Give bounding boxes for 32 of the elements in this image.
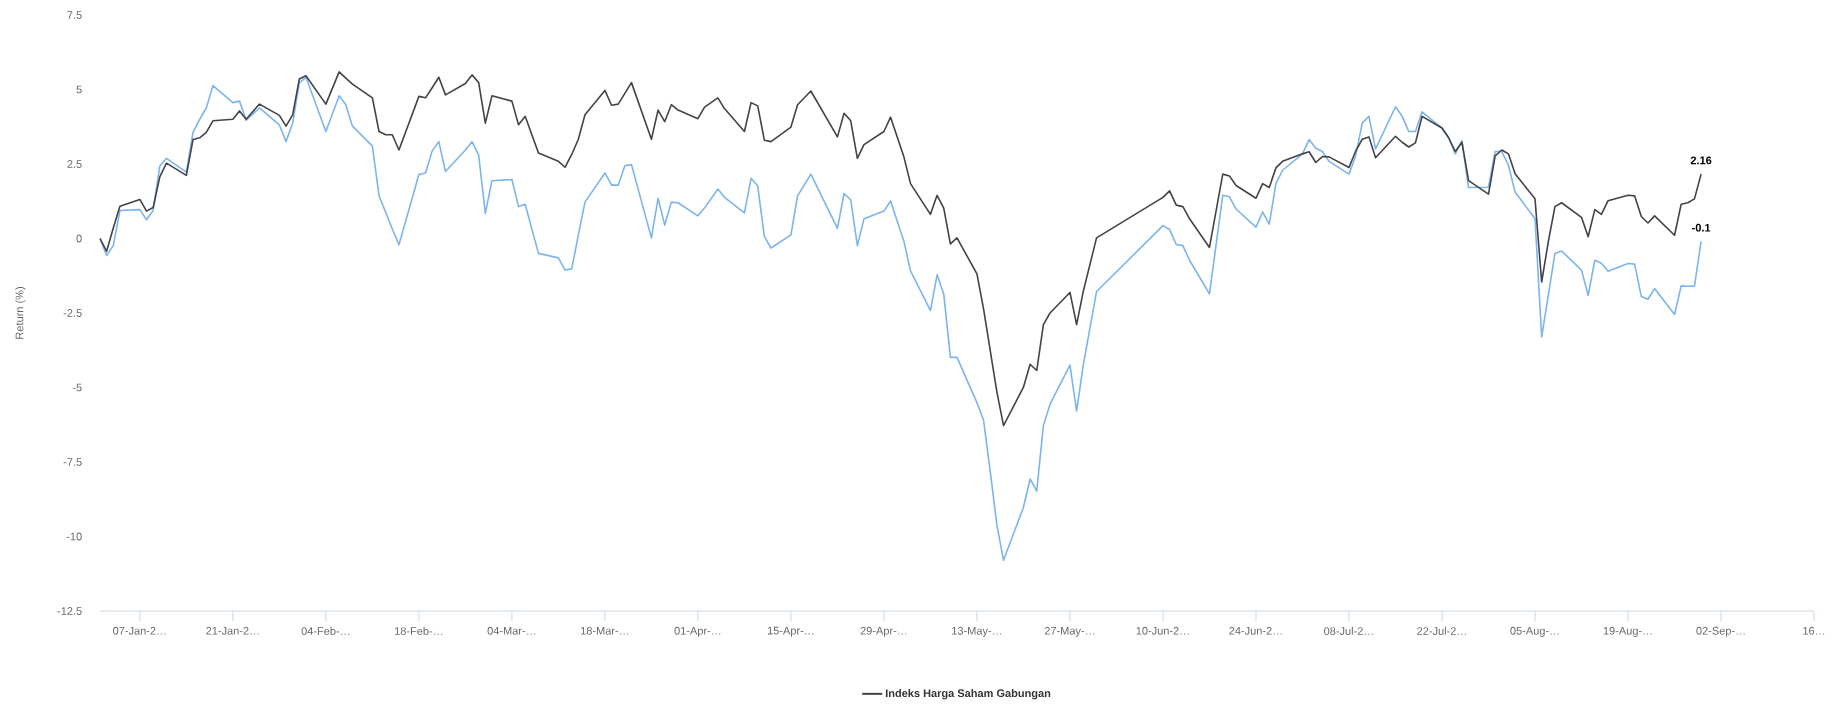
y-tick-label: -7.5	[63, 458, 82, 466]
x-tick-label: 22-Jul-2…	[1417, 626, 1466, 635]
x-tick-label: 18-Feb-…	[394, 626, 443, 635]
y-tick-label: -5	[72, 383, 82, 392]
x-tick-label: 15-Apr-…	[767, 626, 814, 637]
x-tick-label: 18-Mar-…	[581, 626, 629, 635]
y-tick-label: 5	[76, 85, 82, 94]
x-tick-label: 29-Apr-…	[860, 626, 907, 637]
y-tick-label: 7.5	[67, 11, 82, 19]
x-tick-label: 05-Aug-…	[1510, 626, 1559, 637]
x-tick-label: 19-Aug-…	[1603, 626, 1652, 637]
legend-label: Indeks Harga Saham Gabungan	[885, 689, 1051, 700]
x-tick-label: 04-Feb-…	[301, 626, 350, 635]
x-tick-label: 04-Mar-…	[487, 626, 536, 635]
y-axis-title: Return (%)	[15, 287, 26, 339]
x-tick-label: 16…	[1803, 626, 1825, 635]
y-tick-label: 2.5	[67, 160, 82, 168]
y-tick-label: -12.5	[57, 607, 82, 615]
x-tick-label: 01-Apr-…	[674, 626, 721, 637]
x-tick-label: 10-Jun-2…	[1136, 626, 1189, 635]
x-tick-label: 07-Jan-2…	[113, 626, 166, 635]
annotation: -0.1	[1692, 223, 1711, 232]
x-tick-label: 24-Jun-2…	[1229, 626, 1282, 635]
x-tick-label: 13-May-…	[952, 626, 1002, 637]
x-tick-label: 02-Sep-…	[1696, 626, 1745, 637]
annotation: 2.16	[1690, 156, 1712, 165]
x-tick-label: 21-Jan-2…	[206, 626, 259, 635]
x-tick-label: 08-Jul-2…	[1324, 626, 1373, 635]
x-tick-label: 27-May-…	[1044, 626, 1095, 637]
y-tick-label: 0	[76, 234, 82, 243]
y-tick-label: -2.5	[63, 309, 82, 317]
y-tick-label: -10	[66, 532, 82, 541]
